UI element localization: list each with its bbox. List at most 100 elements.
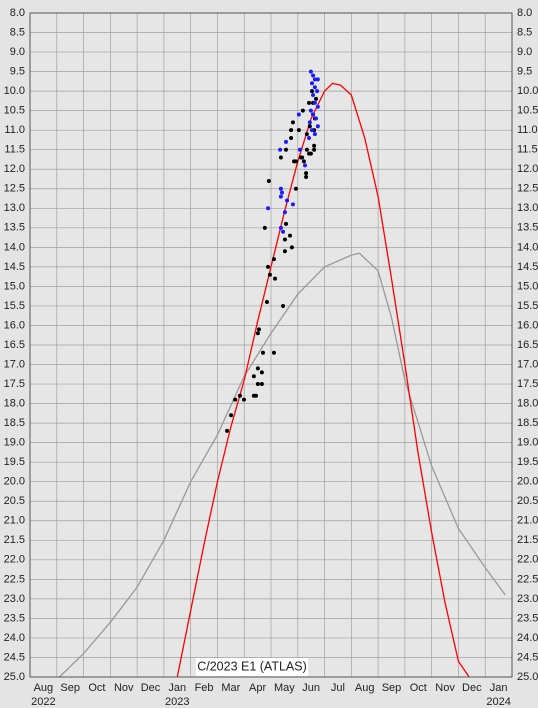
point (255, 382, 260, 387)
x-tick-label: Sep (60, 682, 80, 694)
y-tick-label: 22.5 (4, 573, 25, 585)
point (259, 382, 264, 387)
y2-tick-label: 12.5 (517, 183, 538, 195)
point (282, 237, 287, 242)
point (288, 233, 293, 238)
y2-tick-label: 10.0 (517, 85, 538, 97)
point (311, 73, 316, 78)
x-tick-label: Oct (410, 682, 427, 694)
point (300, 155, 305, 160)
point (237, 393, 242, 398)
point (281, 229, 286, 234)
y-tick-label: 18.0 (4, 397, 25, 409)
y-tick-label: 19.5 (4, 456, 25, 468)
point (281, 303, 286, 308)
y-tick-label: 21.5 (4, 534, 25, 546)
point (308, 108, 313, 113)
point (271, 257, 276, 262)
y2-tick-label: 22.5 (517, 573, 538, 585)
y-tick-label: 13.0 (4, 202, 25, 214)
point (233, 397, 238, 402)
y2-tick-label: 18.0 (517, 397, 538, 409)
y-tick-label: 14.5 (4, 261, 25, 273)
point (262, 225, 267, 230)
point (312, 132, 317, 137)
curve (176, 82, 470, 678)
y2-tick-label: 17.5 (517, 378, 538, 390)
y2-tick-label: 8.0 (517, 7, 532, 19)
y-tick-label: 23.0 (4, 593, 25, 605)
y-tick-label: 20.5 (4, 495, 25, 507)
y-tick-label: 17.5 (4, 378, 25, 390)
y-tick-label: 19.0 (4, 437, 25, 449)
y2-tick-label: 16.5 (517, 339, 538, 351)
y-tick-label: 17.0 (4, 358, 25, 370)
plot-border (29, 12, 513, 678)
point (254, 393, 259, 398)
point (266, 206, 271, 211)
y2-tick-label: 20.5 (517, 495, 538, 507)
x-tick-label: Nov (114, 682, 134, 694)
point (225, 428, 230, 433)
point (312, 100, 317, 105)
y-tick-label: 18.5 (4, 417, 25, 429)
year-label: 2023 (165, 696, 189, 708)
point (255, 331, 260, 336)
point (304, 132, 309, 137)
y2-tick-label: 9.0 (517, 46, 532, 58)
y-tick-label: 10.5 (4, 105, 25, 117)
y-tick-label: 8.5 (10, 26, 25, 38)
y2-tick-label: 11.5 (517, 144, 538, 156)
y2-tick-label: 24.5 (517, 651, 538, 663)
y2-tick-label: 8.5 (517, 26, 532, 38)
y2-tick-label: 23.0 (517, 593, 538, 605)
y2-tick-label: 17.0 (517, 358, 538, 370)
point (290, 202, 295, 207)
point (304, 171, 309, 176)
x-tick-label: May (274, 682, 295, 694)
y-tick-label: 15.5 (4, 300, 25, 312)
y-tick-label: 16.0 (4, 319, 25, 331)
point (266, 264, 271, 269)
point (312, 85, 317, 90)
x-tick-label: Dec (141, 682, 161, 694)
point (289, 135, 294, 140)
y-tick-label: 14.0 (4, 241, 25, 253)
point (282, 249, 287, 254)
y-tick-label: 25.0 (4, 671, 25, 683)
y-tick-label: 11.0 (4, 124, 25, 136)
point (309, 81, 314, 86)
y2-tick-label: 11.0 (517, 124, 538, 136)
point (307, 100, 312, 105)
grid (29, 12, 513, 678)
point (296, 112, 301, 117)
y-tick-label: 12.0 (4, 163, 25, 175)
point (267, 272, 272, 277)
y2-tick-label: 24.0 (517, 632, 538, 644)
x-tick-label: Feb (195, 682, 214, 694)
y2-tick-label: 15.0 (517, 280, 538, 292)
point (278, 147, 283, 152)
x-tick-label: Jan (168, 682, 186, 694)
point (311, 93, 316, 98)
point (315, 104, 320, 109)
point (241, 397, 246, 402)
y-tick-label: 21.0 (4, 515, 25, 527)
x-tick-label: Oct (88, 682, 105, 694)
y-tick-label: 23.5 (4, 612, 25, 624)
point (312, 143, 317, 148)
point (285, 198, 290, 203)
year-label: 2024 (486, 696, 510, 708)
point (271, 350, 276, 355)
y2-tick-label: 22.0 (517, 554, 538, 566)
point (301, 159, 306, 164)
y2-tick-label: 16.0 (517, 319, 538, 331)
x-tick-label: Jul (331, 682, 345, 694)
y-tick-label: 24.5 (4, 651, 25, 663)
y-tick-label: 10.0 (4, 85, 25, 97)
point (309, 89, 314, 94)
title-box (196, 658, 308, 676)
x-tick-label: Dec (462, 682, 482, 694)
y-tick-label: 9.0 (10, 46, 25, 58)
point (278, 225, 283, 230)
